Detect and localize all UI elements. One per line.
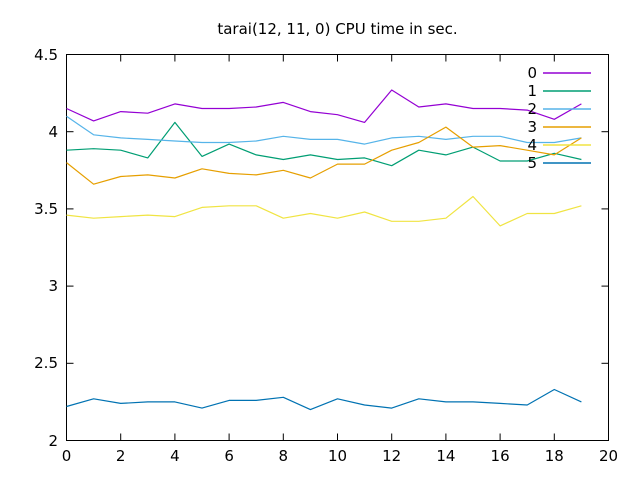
x-tick-label-20: 20	[598, 447, 619, 465]
series-line-4	[66, 195, 582, 227]
y-tick-label-3: 3	[48, 277, 58, 296]
legend-label-5: 5	[527, 154, 537, 172]
y-tick-label-4: 4	[48, 122, 58, 141]
series-line-1	[66, 121, 582, 167]
series-line-2	[66, 115, 582, 145]
x-tick-label-16: 16	[490, 447, 510, 465]
x-tick-label-6: 6	[224, 447, 234, 465]
x-tick-label-0: 0	[61, 447, 72, 465]
y-tick-label-3.5: 3.5	[34, 199, 58, 218]
x-tick-label-10: 10	[327, 447, 348, 465]
y-tick-label-4.5: 4.5	[34, 45, 58, 64]
legend-label-0: 0	[527, 64, 537, 82]
x-tick-label-14: 14	[436, 447, 456, 465]
series-line-0	[66, 89, 582, 124]
x-tick-label-8: 8	[278, 447, 289, 465]
series-line-5	[66, 388, 582, 411]
chart-title: tarai(12, 11, 0) CPU time in sec.	[217, 20, 458, 38]
y-tick-label-2: 2	[48, 431, 58, 450]
y-tick-label-2.5: 2.5	[34, 354, 58, 373]
legend-label-4: 4	[527, 136, 537, 154]
legend-label-3: 3	[527, 118, 537, 136]
x-tick-label-18: 18	[544, 447, 564, 465]
x-tick-label-4: 4	[170, 447, 180, 465]
legend-label-2: 2	[527, 100, 537, 118]
legend-label-1: 1	[527, 82, 537, 100]
series-line-3	[66, 126, 582, 185]
x-tick-label-2: 2	[115, 447, 126, 465]
x-tick-label-12: 12	[382, 447, 402, 465]
